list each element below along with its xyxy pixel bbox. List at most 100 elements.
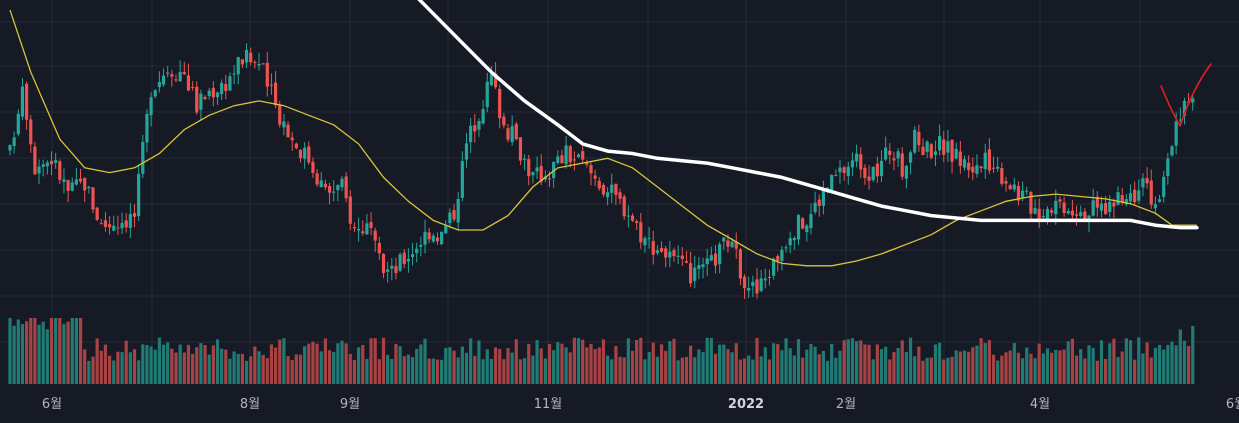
volume-bar bbox=[1070, 338, 1074, 384]
candle-body bbox=[220, 82, 224, 95]
volume-bar bbox=[921, 360, 925, 384]
volume-bar bbox=[25, 321, 29, 384]
candle-body bbox=[431, 235, 435, 242]
candle-body bbox=[817, 199, 821, 206]
candle-body bbox=[1025, 190, 1029, 192]
volume-bar bbox=[523, 358, 527, 384]
candle-body bbox=[871, 166, 875, 181]
candle-body bbox=[676, 255, 680, 257]
candle-body bbox=[755, 279, 759, 294]
candle-body bbox=[203, 96, 207, 100]
candle-body bbox=[908, 152, 913, 163]
volume-bar bbox=[298, 354, 303, 384]
volume-bar bbox=[676, 360, 680, 384]
volume-bar bbox=[215, 339, 220, 384]
volume-bar bbox=[83, 349, 87, 384]
volume-bar bbox=[361, 345, 365, 384]
candle-body bbox=[440, 231, 444, 245]
candle-body bbox=[307, 146, 311, 163]
candle-body bbox=[693, 267, 697, 281]
volume-bar bbox=[37, 324, 41, 384]
volume-bar bbox=[352, 359, 357, 384]
volume-bar bbox=[576, 338, 581, 384]
candle-body bbox=[112, 225, 116, 231]
candle-body bbox=[1153, 204, 1157, 209]
volume-bar bbox=[1008, 350, 1012, 384]
candle-body bbox=[610, 184, 614, 193]
volume-bar bbox=[103, 344, 108, 384]
volume-bar bbox=[161, 344, 166, 384]
candle-body bbox=[361, 231, 365, 234]
candle-body bbox=[95, 207, 99, 220]
candle-body bbox=[365, 223, 369, 235]
volume-bar bbox=[759, 356, 763, 384]
volume-bar bbox=[307, 343, 311, 384]
candle-body bbox=[435, 237, 440, 242]
volume-bar bbox=[365, 358, 369, 384]
candle-body bbox=[315, 173, 319, 185]
volume-bar bbox=[917, 346, 921, 384]
volume-bar bbox=[697, 349, 701, 384]
volume-bar bbox=[1033, 358, 1037, 384]
volume-bar bbox=[1012, 343, 1016, 384]
volume-bar bbox=[74, 318, 78, 384]
volume-bar bbox=[1029, 353, 1033, 384]
volume-bar bbox=[120, 352, 124, 384]
candle-body bbox=[759, 278, 763, 291]
volume-bar bbox=[145, 345, 149, 384]
candle-body bbox=[1162, 176, 1166, 197]
volume-bar bbox=[659, 344, 664, 384]
candle-body bbox=[369, 221, 373, 228]
volume-bar bbox=[655, 356, 659, 384]
candle-body bbox=[913, 129, 917, 153]
volume-bar bbox=[780, 350, 784, 384]
candle-body bbox=[1045, 208, 1050, 219]
volume-bar bbox=[203, 344, 207, 384]
volume-bar bbox=[303, 346, 307, 384]
candle-body bbox=[174, 79, 178, 81]
volume-bar bbox=[132, 349, 137, 384]
candle-body bbox=[585, 162, 589, 165]
x-tick-label: 8월 bbox=[240, 397, 260, 412]
candle-body bbox=[228, 76, 232, 91]
volume-bar bbox=[755, 338, 759, 384]
candle-body bbox=[415, 248, 419, 254]
volume-bar bbox=[493, 347, 498, 384]
candle-body bbox=[398, 254, 402, 271]
candle-body bbox=[477, 121, 481, 130]
volume-bar bbox=[871, 359, 875, 384]
candle-body bbox=[390, 265, 394, 269]
volume-bar bbox=[913, 356, 917, 384]
volume-bar bbox=[257, 351, 261, 384]
volume-bar bbox=[867, 344, 871, 384]
volume-bar bbox=[1116, 357, 1120, 384]
volume-bar bbox=[323, 338, 327, 384]
volume-bar bbox=[747, 355, 751, 384]
candle-body bbox=[493, 73, 498, 88]
candle-body bbox=[199, 93, 203, 110]
volume-bar bbox=[448, 347, 452, 384]
candle-body bbox=[274, 82, 278, 106]
volume-bar bbox=[1149, 357, 1153, 384]
volume-bar bbox=[925, 357, 929, 384]
volume-bar bbox=[91, 356, 95, 384]
volume-bar bbox=[560, 343, 564, 384]
candle-body bbox=[672, 250, 676, 257]
candle-body bbox=[452, 209, 456, 220]
volume-bar bbox=[166, 342, 170, 384]
volume-bar bbox=[54, 318, 58, 384]
candle-body bbox=[381, 253, 386, 273]
volume-bar bbox=[647, 351, 651, 384]
candle-body bbox=[867, 176, 871, 181]
volume-bar bbox=[1153, 347, 1157, 384]
candle-body bbox=[975, 165, 979, 174]
candle-body bbox=[830, 175, 834, 191]
volume-bar bbox=[502, 359, 506, 384]
volume-bar bbox=[904, 351, 908, 384]
volume-bar bbox=[440, 359, 444, 384]
candle-body bbox=[630, 215, 635, 221]
candle-body bbox=[1182, 100, 1187, 117]
candle-body bbox=[888, 150, 892, 155]
candle-body bbox=[1178, 119, 1182, 121]
